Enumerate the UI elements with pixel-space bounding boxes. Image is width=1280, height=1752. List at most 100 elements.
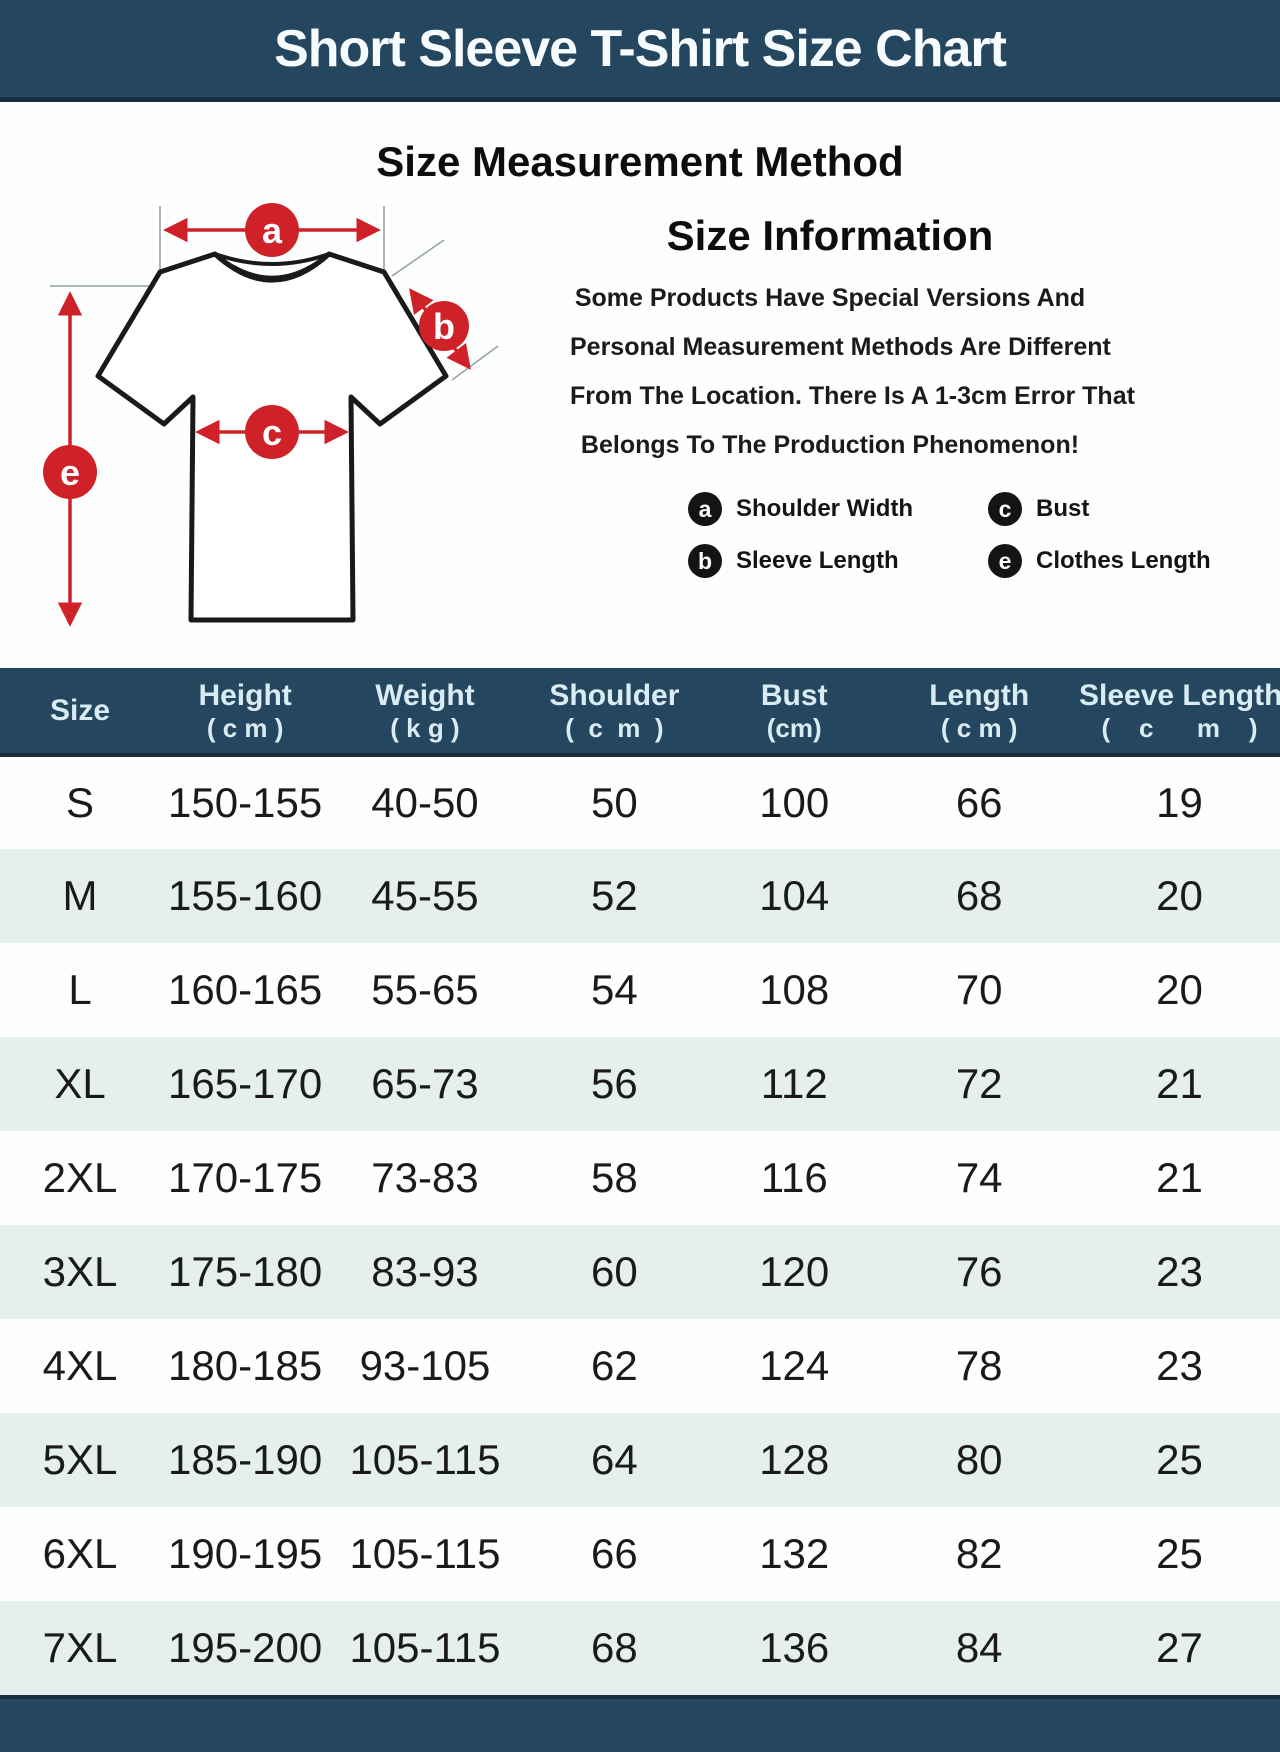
badge-c-letter: c [262,412,282,453]
col-header-unit: ( c m ) [206,712,284,743]
badge-e-icon [43,445,97,499]
cell-height: 190-195 [168,1530,323,1577]
col-header-unit: ( c m ) [1101,712,1258,743]
cell-sleeve: 19 [1156,779,1203,826]
cell-height: 180-185 [168,1342,323,1389]
cell-shoulder: 54 [591,966,638,1013]
col-header-unit: ( c m ) [565,712,664,743]
legend-item-e: e Clothes Length [988,544,1211,578]
col-header-label: Weight [375,678,475,712]
cell-sleeve: 27 [1156,1624,1203,1671]
measurement-legend: a Shoulder Width c Bust b Sleeve Length e Cloth… [570,492,1211,578]
cell-size: 3XL [42,1248,118,1295]
col-header-unit: ( c m ) [940,712,1018,743]
info-line-4: Belongs To The Production Phenomenon! [580,431,1080,459]
cell-shoulder: 56 [591,1060,638,1107]
page-title: Short Sleeve T-Shirt Size Chart [274,19,1007,78]
legend-a-icon: a [688,492,722,526]
cell-length: 66 [955,779,1003,826]
legend-label: Shoulder Width [736,495,914,522]
col-header-label: Shoulder [549,678,680,712]
col-header-unit: (cm) [766,712,822,743]
cell-height: 165-170 [168,1060,323,1107]
cell-size: 7XL [42,1624,118,1671]
col-header-shoulder: Shoulder( c m ) [519,668,710,757]
cell-bust: 108 [759,966,830,1013]
cell-weight: 73-83 [371,1154,479,1201]
cell-weight: 45-55 [371,872,479,919]
cell-weight: 105-115 [349,1436,501,1483]
badge-b-icon [419,301,469,351]
col-header-label: Bust [760,678,828,712]
cell-size: S [65,779,94,826]
cell-shoulder: 58 [591,1154,638,1201]
size-information-panel: Size Information Some Products Have Spec… [570,212,1211,578]
cell-height: 175-180 [168,1248,323,1295]
cell-sleeve: 23 [1156,1248,1203,1295]
size-row-5xl: 5XL 185-190 105-115 64 128 80 25 [0,1413,1280,1507]
method-title: Size Measurement Method [376,138,904,185]
cell-shoulder: 50 [591,779,638,826]
size-row-4xl: 4XL 180-185 93-105 62 124 78 23 [0,1319,1280,1413]
badge-a-letter: a [262,210,283,251]
cell-height: 155-160 [168,872,323,919]
cell-bust: 136 [759,1624,830,1671]
cell-sleeve: 25 [1156,1436,1203,1483]
cell-length: 80 [955,1436,1003,1483]
size-row-l: L 160-165 55-65 54 108 70 20 [0,943,1280,1037]
cell-bust: 104 [759,872,830,919]
cell-weight: 65-73 [371,1060,479,1107]
col-header-height: Height( c m ) [160,668,331,757]
cell-bust: 116 [760,1154,828,1201]
col-header-length: Length( c m ) [879,668,1080,757]
cell-weight: 93-105 [359,1342,491,1389]
legend-item-a: a Shoulder Width [688,492,988,526]
badge-e-letter: e [60,452,80,493]
cell-bust: 128 [759,1436,830,1483]
col-header-bust: Bust (cm) [709,668,880,757]
cell-shoulder: 52 [591,872,638,919]
badge-a-icon [245,203,299,257]
legend-b-icon: b [688,544,722,578]
size-row-m: M 155-160 45-55 52 104 68 20 [0,849,1280,943]
cell-size: 4XL [42,1342,118,1389]
cell-length: 76 [955,1248,1003,1295]
cell-length: 68 [955,872,1003,919]
legend-item-c: c Bust [988,492,1211,526]
cell-shoulder: 60 [591,1248,638,1295]
badge-c-icon [245,405,299,459]
cell-weight: 105-115 [349,1624,501,1671]
cell-length: 84 [955,1624,1003,1671]
cell-sleeve: 20 [1156,872,1203,919]
cell-bust: 124 [759,1342,830,1389]
cell-size: 2XL [42,1154,118,1201]
cell-size: XL [54,1060,106,1107]
legend-item-b: b Sleeve Length [688,544,988,578]
cell-sleeve: 21 [1156,1060,1203,1107]
col-header-unit: ( k g ) [390,712,460,743]
size-row-3xl: 3XL 175-180 83-93 60 120 76 23 [0,1225,1280,1319]
cell-shoulder: 66 [591,1530,638,1577]
size-row-s: S 150-155 40-50 50 100 66 19 [0,755,1280,849]
size-table-header: Size Height( c m ) Weight( k g ) Shoulder( … [0,668,1280,757]
legend-e-icon: e [988,544,1022,578]
info-line-3: From The Location. There Is A 1-3cm Erro… [570,382,1135,410]
cell-length: 78 [955,1342,1003,1389]
cell-size: L [68,966,92,1013]
cell-sleeve: 20 [1156,966,1203,1013]
footer-band [0,1695,1280,1752]
cell-shoulder: 68 [591,1624,638,1671]
cell-bust: 112 [760,1060,828,1107]
col-header-sleeve: Sleeve Length( c m ) [1079,668,1280,757]
cell-weight: 40-50 [371,779,479,826]
size-row-xl: XL 165-170 65-73 56 112 72 21 [0,1037,1280,1131]
col-header-label: Size [49,693,111,727]
cell-size: M [62,872,98,919]
size-row-7xl: 7XL 195-200 105-115 68 136 84 27 [0,1601,1280,1695]
col-header-label: Length [929,678,1030,712]
tshirt-measurement-diagram: a b c e [43,203,499,627]
badge-b-letter: b [433,306,455,347]
cell-size: 6XL [42,1530,118,1577]
info-line-1: Some Products Have Special Versions And [574,284,1086,312]
